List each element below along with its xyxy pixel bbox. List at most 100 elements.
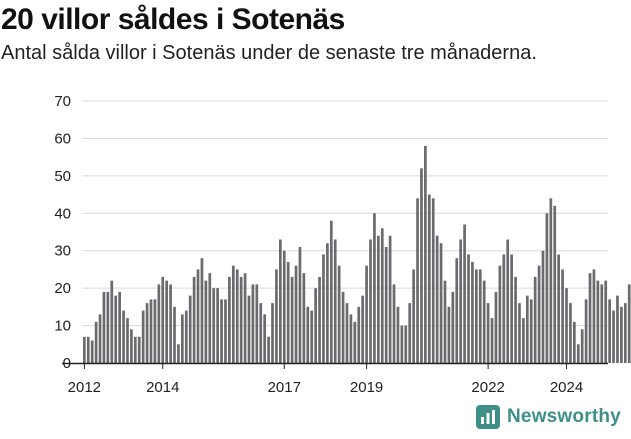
bar [604,280,608,363]
bar [549,198,553,363]
bar [377,235,380,363]
bar [294,265,298,363]
bar [573,321,576,363]
bar [416,198,419,363]
x-tick-label: 2019 [350,379,383,396]
logo-text: Newsworthy [507,406,621,427]
bar [498,265,502,363]
bar [494,291,498,363]
bar [145,303,149,363]
bar [130,329,133,363]
bar [612,310,615,363]
bar [592,269,596,363]
bar [326,243,329,363]
bar [243,273,247,363]
bar [580,329,584,363]
bar [267,336,270,363]
bar [510,254,513,363]
bar [408,303,412,363]
bar [290,276,294,363]
bar [396,306,400,363]
bar [337,265,341,363]
bar [149,299,153,363]
y-tick-label: 30 [54,243,71,260]
bar [443,280,447,363]
y-tick-label: 50 [54,168,71,185]
bar [263,314,267,363]
bar [620,306,623,363]
bar [153,299,157,363]
bar [518,303,521,363]
bar [247,295,251,363]
bar [569,303,572,363]
bar [86,336,90,363]
bar [302,273,306,363]
bar [200,258,204,363]
bar [529,299,533,363]
bar [623,303,627,363]
bar [533,276,537,363]
bar [427,194,431,363]
bar [341,291,345,363]
bar [365,265,368,363]
bar [412,269,415,363]
bar [482,280,486,363]
bar [188,295,192,363]
bar [271,303,274,363]
bar [181,314,184,363]
bar [545,213,549,363]
bar [478,269,482,363]
bar [588,273,592,363]
bar [380,228,384,363]
bar [286,261,290,363]
bar [576,344,580,363]
bar [388,235,392,363]
bar [235,269,239,363]
bar [596,280,600,363]
bar [467,254,470,363]
bar [357,306,361,363]
bar [616,295,619,363]
bar [522,318,525,363]
bar [600,284,604,363]
bar [439,243,443,363]
bar [455,258,459,363]
bar [314,288,317,363]
bar [306,306,310,363]
bar [102,291,106,363]
bar [490,318,494,363]
bar [255,284,259,363]
bar [169,284,172,363]
bar [447,306,451,363]
bar [224,299,227,363]
bar [392,284,396,363]
bars [83,145,631,363]
bar [537,265,541,363]
bar [561,269,564,363]
bar [118,291,121,363]
bar [212,288,216,363]
bar [298,246,302,363]
bar [231,265,235,363]
bar [333,239,337,363]
x-tick-label: 2022 [471,379,504,396]
bar [431,198,435,363]
bar [126,318,129,363]
bar [329,220,333,363]
bar [349,314,353,363]
bar [192,276,196,363]
bar [369,239,372,363]
bar [220,299,223,363]
bar [208,273,212,363]
bar [157,284,161,363]
bar [420,168,423,363]
bar [114,295,118,363]
bar [259,303,263,363]
bar [424,145,427,363]
bar [184,310,188,363]
newsworthy-chart-icon [476,405,500,429]
bar [275,269,278,363]
bar [486,303,490,363]
bar [353,321,357,363]
